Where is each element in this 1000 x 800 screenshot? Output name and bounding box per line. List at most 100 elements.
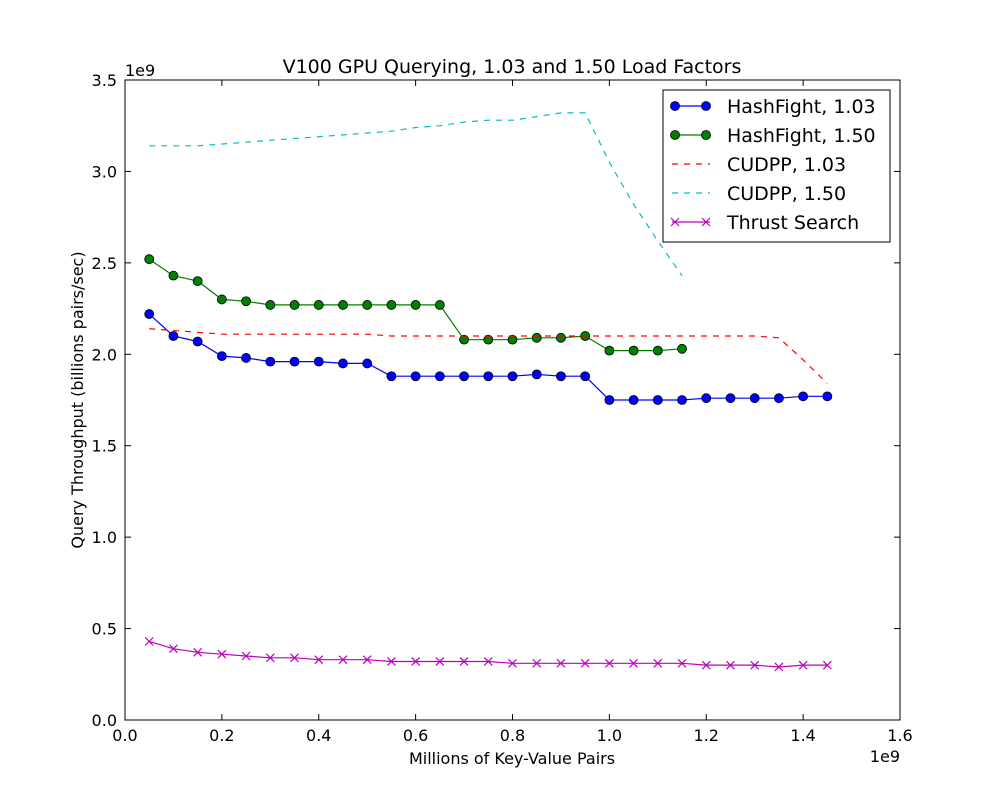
data-point-thrust-search (798, 660, 808, 670)
data-point-hashfight-1-03 (749, 393, 760, 404)
data-point-hashfight-1-50 (410, 300, 421, 310)
data-point-hashfight-1-03 (652, 395, 663, 405)
data-point-hashfight-1-50 (459, 334, 469, 345)
data-point-thrust-search-stroke (677, 658, 687, 668)
series-hashfight-1-50 (144, 254, 687, 356)
data-point-hashfight-1-50 (483, 334, 494, 345)
series-line-cudpp-1-50 (149, 112, 683, 277)
legend: HashFight, 1.03 HashFight, 1.50 CUDPP, 1.0… (662, 89, 891, 243)
x-tick-label: 1.0 (597, 726, 622, 745)
data-point-hashfight-1-50 (604, 345, 615, 356)
data-point-thrust-search (556, 658, 566, 668)
legend-label-cudpp-1-50: CUDPP, 1.50 (727, 183, 846, 205)
data-point-thrust-search-stroke (338, 655, 348, 665)
data-point-hashfight-1-50 (531, 332, 542, 343)
data-point-hashfight-1-50 (241, 296, 251, 307)
series-line-hashfight-1-03 (148, 313, 828, 401)
data-point-hashfight-1-50 (362, 300, 373, 310)
data-point-hashfight-1-03 (580, 371, 591, 382)
data-point-thrust-search-stroke (169, 644, 178, 654)
data-point-hashfight-1-03 (725, 393, 736, 404)
data-point-hashfight-1-03 (168, 331, 179, 341)
data-point-hashfight-1-50 (628, 345, 639, 356)
chart-title: V100 GPU Querying, 1.03 and 1.50 Load Fa… (283, 56, 742, 78)
data-point-hashfight-1-50 (168, 270, 179, 281)
series-line-thrust-search (149, 640, 828, 668)
data-point-thrust-search-stroke (798, 660, 808, 670)
legend-marker-hashfight-1-03 (670, 101, 680, 111)
y-tick-label: 2.5 (92, 254, 117, 273)
data-point-thrust-search-stroke (750, 660, 760, 670)
legend-marker-hashfight-1-50 (701, 130, 711, 140)
data-point-thrust-search (532, 658, 542, 668)
data-point-hashfight-1-50 (338, 300, 348, 310)
data-point-thrust-search (290, 653, 299, 663)
data-point-thrust-search (822, 660, 832, 670)
data-point-thrust-search-stroke (144, 636, 154, 646)
series-line-cudpp-1-03 (149, 328, 828, 384)
data-point-thrust-search (459, 657, 469, 666)
data-point-hashfight-1-03 (386, 371, 397, 382)
ticks-layer: 0.0 0.2 0.4 0.6 0.8 1.0 1.2 1.4 1.6 0.0 0.5 1.0 1.5 2… (92, 71, 913, 745)
x-tick-label: 1.2 (694, 726, 719, 745)
data-point-thrust-search (314, 655, 324, 665)
y-tick-label: 0.5 (92, 620, 117, 639)
data-point-hashfight-1-50 (192, 276, 203, 287)
data-point-thrust-search (726, 660, 735, 670)
data-point-hashfight-1-50 (289, 300, 300, 310)
data-point-hashfight-1-50 (386, 300, 397, 310)
legend-label-hashfight-1-50: HashFight, 1.50 (727, 125, 876, 147)
data-point-thrust-search (386, 657, 396, 666)
data-point-thrust-search-stroke (265, 653, 275, 663)
data-point-thrust-search (677, 658, 687, 668)
data-point-thrust-search (265, 653, 275, 663)
legend-marker-thrust-search-stroke (670, 217, 680, 227)
legend-marker-hashfight-1-03 (701, 101, 711, 111)
x-tick-label: 0.4 (306, 726, 331, 745)
legend-box (662, 89, 891, 243)
series-cudpp-1-03 (149, 328, 828, 384)
data-point-hashfight-1-03 (677, 395, 687, 405)
y-tick-label: 2.0 (92, 345, 117, 364)
data-point-thrust-search-stroke (193, 647, 203, 657)
data-point-thrust-search-stroke (386, 657, 396, 666)
data-point-thrust-search-stroke (241, 651, 251, 661)
x-tick-label: 0.2 (209, 726, 234, 745)
data-point-thrust-search-stroke (604, 658, 614, 668)
data-point-hashfight-1-03 (483, 371, 494, 382)
data-point-hashfight-1-03 (192, 336, 203, 347)
y-offset-label: 1e9 (125, 61, 155, 80)
data-point-thrust-search-stroke (508, 658, 517, 668)
x-tick-label: 0.6 (403, 726, 428, 745)
y-axis-label: Query Throughput (billions pairs/sec) (68, 251, 87, 548)
data-point-thrust-search-stroke (217, 649, 227, 659)
data-point-hashfight-1-03 (289, 356, 300, 367)
data-point-thrust-search (435, 657, 445, 666)
data-point-thrust-search-stroke (483, 657, 493, 666)
data-point-thrust-search (508, 658, 517, 668)
data-point-hashfight-1-03 (604, 395, 615, 405)
data-point-thrust-search-stroke (314, 655, 324, 665)
legend-label-cudpp-1-03: CUDPP, 1.03 (727, 154, 846, 176)
data-point-thrust-search (629, 658, 639, 668)
data-point-hashfight-1-03 (434, 371, 445, 382)
y-tick-label: 1.5 (92, 437, 117, 456)
data-point-hashfight-1-03 (241, 353, 251, 363)
data-point-hashfight-1-03 (459, 371, 469, 382)
data-point-hashfight-1-50 (507, 334, 518, 345)
data-point-hashfight-1-50 (434, 300, 445, 310)
data-point-thrust-search (217, 649, 227, 659)
x-tick-label: 0.0 (112, 726, 137, 745)
y-tick-label: 3.5 (92, 71, 117, 90)
data-point-hashfight-1-03 (774, 393, 784, 404)
data-point-hashfight-1-50 (216, 294, 227, 305)
data-point-hashfight-1-03 (338, 358, 348, 369)
data-point-hashfight-1-03 (798, 391, 809, 402)
data-point-thrust-search-stroke (411, 657, 421, 666)
data-point-thrust-search (604, 658, 614, 668)
data-point-thrust-search-stroke (435, 657, 445, 666)
data-point-thrust-search (338, 655, 348, 665)
y-tick-label: 3.0 (92, 162, 117, 181)
legend-marker-thrust-search-stroke (701, 217, 711, 227)
x-tick-label: 0.8 (500, 726, 525, 745)
